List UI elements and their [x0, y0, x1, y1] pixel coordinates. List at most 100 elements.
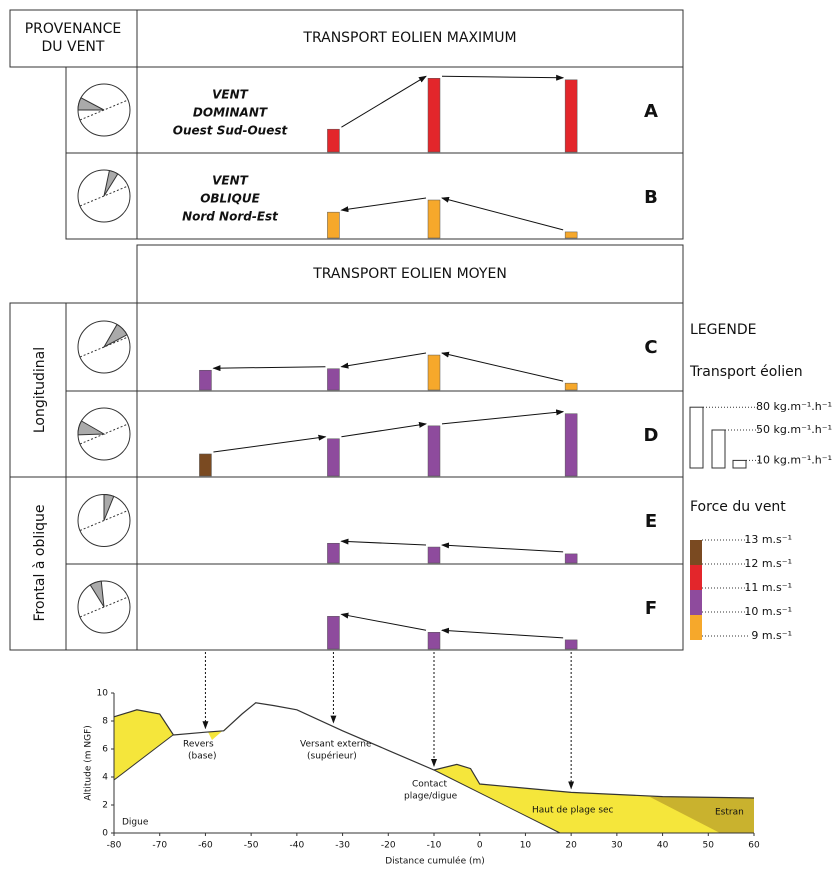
- legend-label: 10 m.s⁻¹: [744, 605, 792, 618]
- transport-bar: [564, 639, 578, 650]
- transport-bar: [564, 413, 578, 477]
- annotation: Versant externe: [300, 740, 372, 750]
- legend-label: 80 kg.m⁻¹.h⁻¹: [756, 400, 832, 413]
- legend-subtitle: Transport éolien: [689, 364, 803, 380]
- x-tick-label: -80: [107, 841, 122, 851]
- transport-bar: [327, 542, 340, 564]
- y-tick-label: 6: [102, 745, 108, 755]
- wind-axis: [79, 596, 129, 618]
- row-label: VENT: [212, 174, 249, 188]
- transport-bar: [199, 453, 212, 477]
- x-tick-label: 10: [520, 841, 532, 851]
- flow-arrow: [213, 434, 327, 453]
- x-tick-label: 0: [477, 841, 483, 851]
- annotation: Haut de plage sec: [532, 806, 614, 816]
- wind-sector: [77, 97, 105, 111]
- wind-sector: [103, 169, 119, 197]
- wind-axis: [79, 99, 129, 121]
- transport-bar: [327, 438, 340, 477]
- legend-label: 12 m.s⁻¹: [744, 557, 792, 570]
- flow-arrow: [340, 612, 427, 631]
- legend-box: [689, 406, 704, 469]
- transport-bar: [327, 211, 340, 239]
- x-tick-label: -40: [290, 841, 305, 851]
- legend-label: 13 m.s⁻¹: [744, 533, 792, 546]
- transport-bar: [564, 79, 578, 153]
- flow-arrow: [441, 542, 564, 553]
- transport-bar: [427, 632, 441, 650]
- header-title: TRANSPORT EOLIEN MAXIMUM: [302, 30, 516, 46]
- transport-bar: [327, 616, 340, 650]
- legend-label: 11 m.s⁻¹: [744, 581, 792, 594]
- annotation: (supérieur): [307, 751, 357, 762]
- annotation: Contact: [412, 780, 447, 790]
- header-text: PROVENANCE: [25, 21, 122, 37]
- flow-arrow: [441, 351, 564, 382]
- x-tick-label: -10: [427, 841, 442, 851]
- legend-title: LEGENDE: [690, 322, 756, 338]
- wind-sector: [77, 420, 106, 436]
- transport-bar: [427, 199, 441, 239]
- legend-label: 10 kg.m⁻¹.h⁻¹: [756, 453, 832, 466]
- transport-bar: [427, 354, 441, 391]
- transport-bar: [427, 546, 441, 564]
- legend-label: 9 m.s⁻¹: [751, 629, 792, 642]
- transport-bar: [199, 369, 212, 391]
- flow-arrow: [441, 74, 565, 81]
- row-letter: B: [644, 187, 658, 208]
- x-tick-label: 50: [703, 841, 715, 851]
- legend-swatch: [690, 540, 702, 565]
- legend-subtitle: Force du vent: [690, 499, 786, 515]
- transport-bar: [327, 368, 340, 391]
- annotation: Digue: [122, 818, 149, 828]
- y-axis-label: Altitude (m NGF): [84, 725, 94, 801]
- row-letter: A: [644, 101, 658, 122]
- y-tick-label: 2: [102, 801, 108, 811]
- x-axis-label: Distance cumulée (m): [385, 856, 485, 867]
- y-tick-label: 8: [102, 717, 108, 727]
- flow-arrow: [340, 197, 427, 213]
- x-tick-label: 20: [565, 841, 577, 851]
- annotation: Estran: [715, 808, 744, 818]
- x-tick-label: 40: [657, 841, 669, 851]
- wind-sector: [89, 580, 105, 608]
- annotation: plage/digue: [404, 792, 458, 802]
- row-label: OBLIQUE: [200, 192, 260, 206]
- flow-arrow: [212, 365, 326, 372]
- transport-bar: [327, 128, 340, 153]
- legend-swatch: [690, 590, 702, 615]
- header-title: TRANSPORT EOLIEN MOYEN: [312, 266, 507, 282]
- wind-axis: [79, 423, 129, 445]
- y-tick-label: 4: [102, 773, 108, 783]
- flow-arrow: [341, 75, 427, 128]
- annotation: Revers: [183, 740, 214, 750]
- row-label: Ouest Sud-Ouest: [173, 124, 289, 138]
- legend-box: [732, 459, 747, 469]
- header-text: DU VENT: [42, 39, 105, 55]
- x-tick-label: -70: [152, 841, 167, 851]
- wind-sector: [103, 493, 115, 521]
- x-tick-label: -30: [335, 841, 350, 851]
- row-letter: E: [645, 511, 657, 532]
- wind-axis: [79, 336, 129, 358]
- profile-line: [113, 702, 755, 799]
- flow-arrow: [441, 627, 564, 639]
- flow-arrow: [441, 409, 565, 425]
- x-tick-label: -50: [244, 841, 259, 851]
- table-frame: [9, 9, 684, 651]
- flow-arrow: [340, 538, 427, 546]
- x-tick-label: -60: [198, 841, 213, 851]
- row-letter: D: [644, 425, 659, 446]
- flow-arrow: [340, 352, 427, 369]
- annotation: (base): [188, 752, 216, 762]
- flow-arrow: [441, 196, 564, 231]
- row-label: VENT: [212, 88, 249, 102]
- y-tick-label: 0: [102, 829, 108, 839]
- row-letter: C: [644, 337, 657, 358]
- legend-label: 50 kg.m⁻¹.h⁻¹: [756, 423, 832, 436]
- legend-swatch: [690, 565, 702, 590]
- transport-bar: [564, 553, 578, 564]
- legend-box: [711, 429, 726, 469]
- transport-bar: [427, 78, 441, 153]
